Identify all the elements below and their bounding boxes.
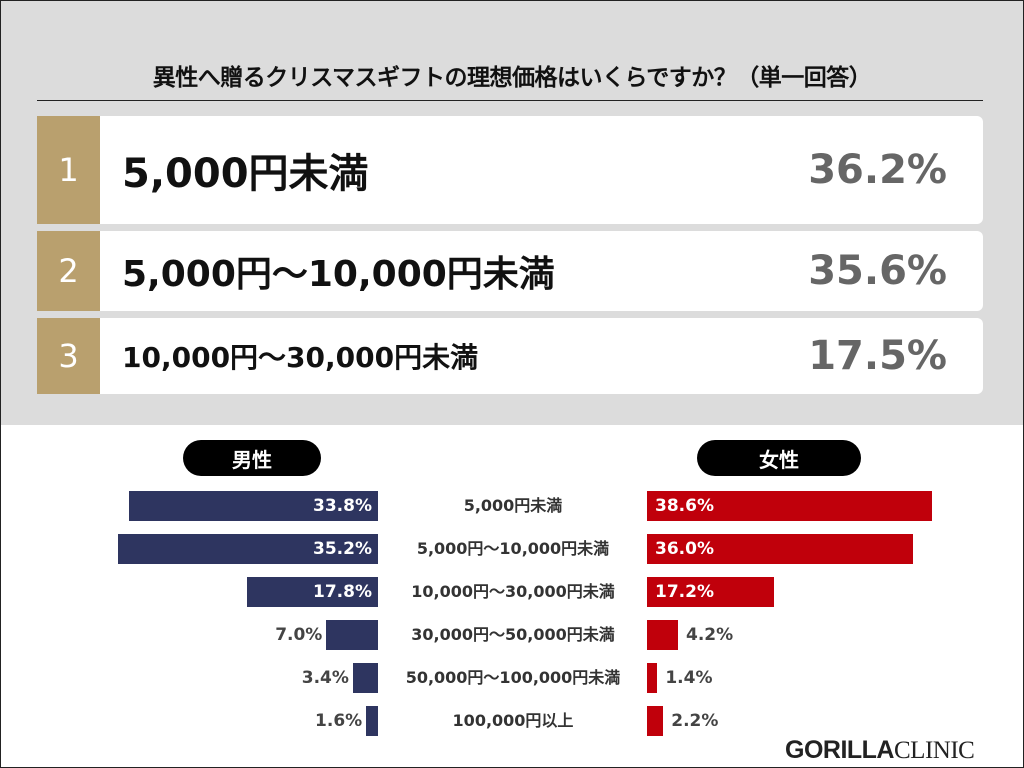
female-legend-pill: 女性 bbox=[697, 440, 861, 476]
category-label: 50,000円〜100,000円未満 bbox=[405, 668, 621, 687]
male-bar bbox=[366, 706, 378, 736]
female-value-label: 1.4% bbox=[665, 668, 713, 688]
category-label: 5,000円未満 bbox=[463, 496, 563, 515]
female-bar bbox=[647, 577, 774, 607]
gorilla-clinic-logo: GORILLACLINIC bbox=[785, 736, 975, 764]
female-bar bbox=[647, 491, 932, 521]
category-label: 100,000円以上 bbox=[452, 711, 574, 730]
title-divider bbox=[37, 100, 983, 101]
male-bar bbox=[118, 534, 378, 564]
male-bar bbox=[246, 577, 378, 607]
rank-value: 36.2% bbox=[808, 147, 947, 193]
male-bar bbox=[128, 491, 378, 521]
female-value-label: 4.2% bbox=[685, 625, 734, 645]
male-value-label: 3.4% bbox=[301, 668, 349, 688]
male-value-label: 7.0% bbox=[275, 625, 323, 645]
rank-row-1: 1 5,000円未満 36.2% bbox=[37, 116, 983, 224]
female-bar bbox=[647, 534, 913, 564]
male-value-label: 33.8% bbox=[313, 496, 372, 516]
rank-label: 5,000円未満 bbox=[122, 151, 369, 197]
male-bar bbox=[352, 663, 378, 693]
rank-row-3: 3 10,000円〜30,000円未満 17.5% bbox=[37, 318, 983, 394]
rank-row-2: 2 5,000円〜10,000円未満 35.6% bbox=[37, 231, 983, 311]
female-value-label: 17.2% bbox=[655, 582, 714, 602]
rank-number: 3 bbox=[37, 318, 100, 394]
rank-value: 35.6% bbox=[808, 248, 947, 294]
category-label: 30,000円〜50,000円未満 bbox=[411, 625, 615, 644]
female-bar bbox=[647, 620, 678, 650]
rank-number: 2 bbox=[37, 231, 100, 311]
rank-value: 17.5% bbox=[808, 333, 947, 379]
female-value-label: 36.0% bbox=[655, 539, 714, 559]
rank-label: 10,000円〜30,000円未満 bbox=[122, 341, 479, 374]
male-value-label: 17.8% bbox=[313, 582, 372, 602]
chart-title: 異性へ贈るクリスマスギフトの理想価格はいくらですか？（単一回答） bbox=[152, 65, 872, 91]
rank-label: 5,000円〜10,000円未満 bbox=[122, 254, 555, 295]
female-value-label: 38.6% bbox=[655, 496, 714, 516]
category-label: 10,000円〜30,000円未満 bbox=[411, 582, 615, 601]
female-bar bbox=[647, 663, 658, 693]
female-bar bbox=[647, 706, 664, 736]
male-bar bbox=[326, 620, 378, 650]
male-value-label: 35.2% bbox=[313, 539, 372, 559]
rank-number: 1 bbox=[37, 116, 100, 224]
male-value-label: 1.6% bbox=[315, 711, 363, 731]
male-legend-pill: 男性 bbox=[183, 440, 321, 476]
female-value-label: 2.2% bbox=[671, 711, 719, 731]
category-label: 5,000円〜10,000円未満 bbox=[416, 539, 610, 558]
